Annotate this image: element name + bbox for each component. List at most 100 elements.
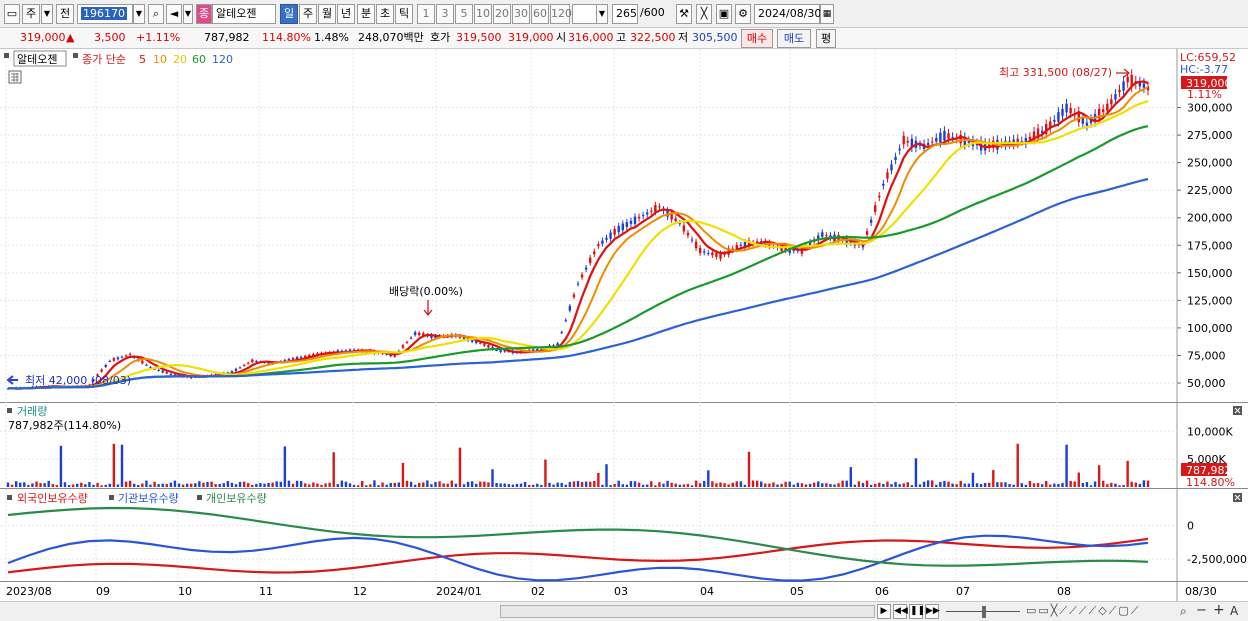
period-second[interactable]: 초 [376,4,394,24]
low-arrow-icon [6,375,18,385]
candle-body [499,349,502,352]
save-icon[interactable]: ▣ [716,4,732,24]
code-dropdown-icon[interactable]: ▼ [133,4,145,24]
volume-bar [963,483,966,487]
volume-bar [344,481,348,487]
zoom-out-icon[interactable]: ⌕ [1180,604,1187,618]
rewind-icon[interactable]: ◀◀ [893,604,908,619]
ma-label: 종가 단순 [82,53,126,66]
search-icon[interactable]: ⌕ [148,4,164,24]
volume-bar [214,484,217,487]
volume-bar [275,481,278,487]
hoga-label: 호가 [430,31,451,44]
window-menu-icon[interactable]: ▭ [4,4,20,24]
stock-name-field[interactable]: 알테오젠 [212,4,276,24]
period-minute[interactable]: 분 [357,4,375,24]
volume-bar [336,484,339,487]
volume-bar [43,483,46,487]
volume-bar [169,482,173,487]
volume-bar [369,484,372,487]
candle-body [568,306,572,311]
period-select[interactable]: 주 [22,4,40,24]
x-axis: 2023/08 09 10 11 12 2024/01 02 03 04 05 06 07 08 08/3… [6,585,1217,598]
chart-area[interactable]: 300,000 275,000 250,000 225,000 200,000 175,0… [0,49,1248,601]
period-day[interactable]: 일 [280,4,298,24]
stock-title-box[interactable] [13,50,67,67]
speaker-icon[interactable]: ◄ [166,4,182,24]
plus-icon[interactable]: + [1213,602,1225,618]
volume-bar [348,483,352,487]
volume-bar [466,481,470,487]
chart-background [0,49,1248,601]
volume-bar [1053,483,1056,487]
stock-code-input[interactable]: 196170 [77,4,133,24]
candle-body [605,237,608,240]
period-year[interactable]: 년 [337,4,355,24]
volume-bar [198,481,201,487]
candle-body [104,364,107,367]
candle-body [141,360,144,364]
forward-icon[interactable]: ▶▶ [925,604,940,619]
chevron-down-icon[interactable]: ▼ [41,4,53,24]
volume-bar [686,483,690,487]
interval-3[interactable]: 3 [436,4,454,24]
candle-body [694,241,698,249]
zoom-slider-handle[interactable] [982,606,986,618]
holdings-lines [7,506,1149,582]
interval-dropdown-icon[interactable]: ▼ [596,4,608,24]
x-axis-label: 05 [790,585,804,598]
x-axis-label: 03 [614,585,628,598]
speaker-dropdown-icon[interactable]: ▼ [183,4,193,24]
candle-body [735,244,738,250]
volume-bar [251,484,254,487]
buy-button[interactable]: 매수 [741,29,773,48]
legend-bullet [109,495,114,500]
pause-icon[interactable]: ❚❚ [909,604,925,619]
chart-type-icon[interactable]: ⚒ [676,4,692,24]
volume-bar [926,480,930,487]
volume-bar [853,484,857,487]
eval-button[interactable]: 평 [816,29,836,48]
sell-button[interactable]: 매도 [777,29,811,48]
x-axis-label: 2024/01 [436,585,482,598]
volume-bar [316,483,319,487]
minus-icon[interactable]: − [1196,603,1207,618]
candle-body [617,225,620,233]
x-axis-label: 06 [875,585,889,598]
volume-bar [662,483,665,487]
ma-20-line [7,100,1149,390]
candle-body [641,215,645,217]
interval-60[interactable]: 60 [531,4,549,24]
x-axis-label: 2023/08 [6,585,52,598]
candle-body [409,337,413,339]
gear-icon[interactable]: ⚙ [735,4,751,24]
crosshair-icon[interactable]: ╳ [696,4,712,24]
period-week[interactable]: 주 [299,4,317,24]
high-price: 322,500 [630,31,676,44]
volume-bar [128,480,132,487]
volume-bar [389,482,392,487]
volume-bar [682,484,686,487]
volume-bar [181,484,185,487]
interval-30[interactable]: 30 [512,4,530,24]
horizontal-scrollbar[interactable] [500,605,875,618]
volume-bar [1057,484,1060,487]
interval-20[interactable]: 20 [493,4,511,24]
count-input[interactable]: 265 [612,4,638,24]
candle-body [479,342,482,344]
font-size-icon[interactable]: A [1230,604,1239,618]
date-input[interactable]: 2024/08/30 [754,4,821,24]
period-tick[interactable]: 틱 [395,4,413,24]
interval-5[interactable]: 5 [455,4,473,24]
interval-120[interactable]: 120 [550,4,572,24]
prev-button[interactable]: 전 [56,4,74,24]
interval-10[interactable]: 10 [474,4,492,24]
chart-svg[interactable]: 300,000 275,000 250,000 225,000 200,000 175,0… [0,49,1248,601]
interval-1[interactable]: 1 [417,4,435,24]
scroll-right-icon[interactable]: ▶ [877,604,891,619]
period-month[interactable]: 월 [318,4,336,24]
drawing-tools-icons[interactable]: ▭▭╳⟋⟋⟋⟋◇⟋▢⟋ [1026,604,1141,617]
volume-bar [780,483,783,487]
calendar-icon[interactable]: ▦ [820,4,834,24]
volume-bar [409,481,413,487]
